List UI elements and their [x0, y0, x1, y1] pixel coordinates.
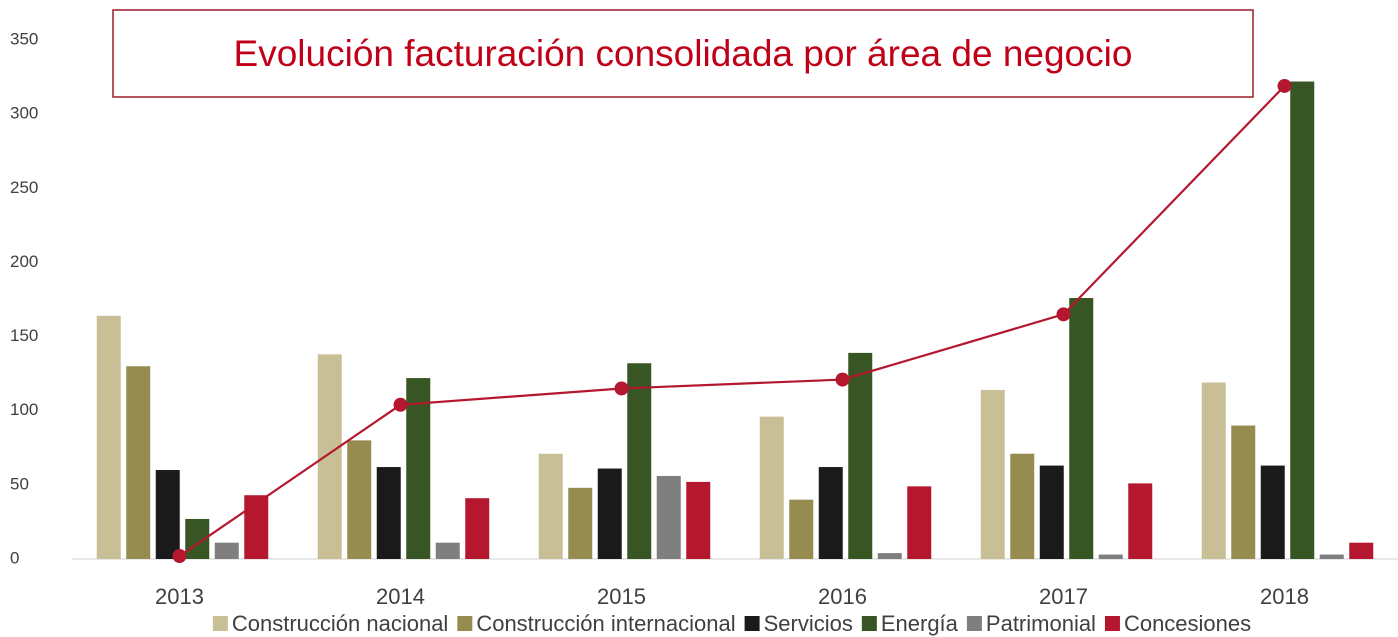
bar: [686, 481, 711, 559]
legend-swatch: [966, 616, 982, 631]
x-tick-label: 2013: [155, 584, 204, 609]
legend-label: Construcción nacional: [232, 611, 448, 636]
bar: [317, 354, 342, 559]
x-tick-label: 2014: [376, 584, 425, 609]
bar: [1069, 298, 1094, 559]
x-tick-label: 2017: [1039, 584, 1088, 609]
bar: [907, 486, 932, 559]
bar: [244, 495, 269, 559]
bar: [406, 378, 431, 559]
bar: [980, 389, 1005, 559]
bar: [789, 499, 814, 559]
bar: [1290, 81, 1315, 560]
bar: [597, 468, 622, 559]
bar: [376, 467, 401, 559]
bar: [568, 487, 593, 559]
bar: [759, 416, 784, 559]
bar: [656, 475, 681, 559]
bar: [1349, 542, 1374, 559]
line: [178, 85, 1286, 557]
line-marker: [393, 397, 408, 412]
bar: [1039, 465, 1064, 559]
legend: Construcción nacional Construcción intern…: [212, 611, 1251, 636]
legend-label: Energía: [881, 611, 959, 636]
bar: [877, 553, 902, 559]
legend-swatch: [212, 616, 228, 631]
legend-swatch: [1104, 616, 1120, 631]
bar: [155, 470, 180, 559]
bar: [538, 453, 563, 559]
legend-swatch: [744, 616, 760, 631]
bar: [347, 440, 372, 559]
bar: [435, 542, 460, 559]
bar: [1128, 483, 1153, 559]
x-tick-label: 2016: [818, 584, 867, 609]
legend-label: Construcción internacional: [476, 611, 735, 636]
bar: [96, 315, 121, 559]
x-tick-label: 2018: [1260, 584, 1309, 609]
legend-label: Concesiones: [1124, 611, 1251, 636]
legend-swatch: [861, 616, 877, 631]
line-marker: [172, 549, 187, 564]
line-marker: [1277, 78, 1292, 93]
y-tick-label: 0: [10, 548, 19, 567]
legend-swatch: [457, 616, 473, 631]
y-tick-label: 200: [10, 252, 38, 271]
line-marker: [835, 372, 850, 387]
bar: [1231, 425, 1256, 559]
legend-label: Servicios: [764, 611, 853, 636]
y-tick-label: 100: [10, 400, 38, 419]
bar: [1260, 465, 1285, 559]
bar: [1319, 554, 1344, 559]
y-tick-label: 350: [10, 29, 38, 48]
y-tick-label: 150: [10, 326, 38, 345]
title-box: [112, 9, 1254, 98]
x-tick-label: 2015: [597, 584, 646, 609]
chart-title: Evolución facturación consolidada por ár…: [234, 33, 1133, 74]
y-tick-label: 250: [10, 178, 38, 197]
bar: [627, 363, 652, 559]
bar: [465, 498, 490, 559]
bar: [1201, 382, 1226, 559]
bar: [848, 352, 873, 559]
y-tick-label: 300: [10, 104, 38, 123]
bar: [214, 542, 239, 559]
y-tick-label: 50: [10, 474, 29, 493]
bar: [1010, 453, 1035, 559]
line-marker: [614, 381, 629, 396]
bar: [818, 467, 843, 559]
bar: [1098, 554, 1123, 559]
line-marker: [1056, 307, 1071, 322]
legend-label: Patrimonial: [986, 611, 1096, 636]
bar: [126, 366, 151, 559]
